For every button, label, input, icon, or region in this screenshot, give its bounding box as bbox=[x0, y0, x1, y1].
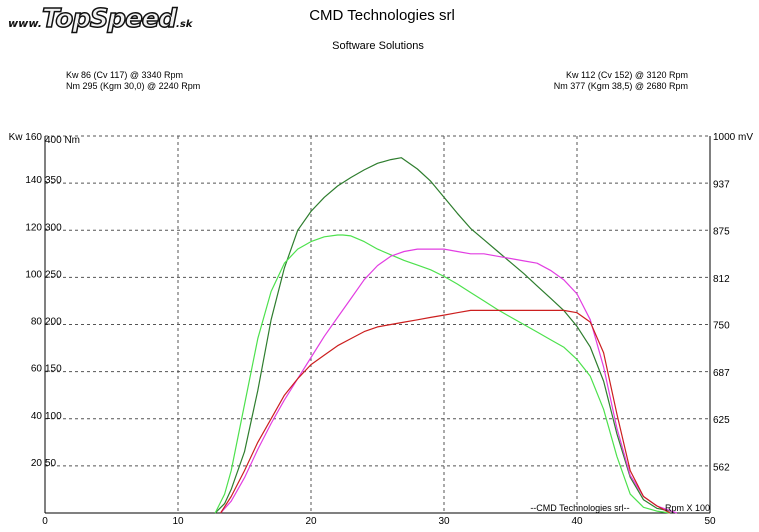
x-tick-label: 40 bbox=[571, 516, 583, 527]
series-line-4 bbox=[220, 309, 671, 514]
mv-tick-label: 625 bbox=[713, 415, 730, 426]
mv-tick-label: 875 bbox=[713, 226, 730, 237]
nm-tick-label: 50 bbox=[45, 458, 57, 469]
kw-tick-label: 20 bbox=[31, 458, 43, 469]
nm-tick-label: 400 Nm bbox=[45, 135, 80, 146]
kw-tick-label: Kw 160 bbox=[9, 132, 43, 143]
nm-tick-label: 300 bbox=[45, 222, 62, 233]
series-line-1 bbox=[214, 157, 677, 514]
mv-tick-label: 687 bbox=[713, 368, 730, 379]
kw-tick-label: 120 bbox=[25, 222, 42, 233]
chart-axes bbox=[44, 135, 711, 514]
x-axis-label: Rpm X 100 bbox=[665, 503, 710, 513]
stats-right-power: Kw 112 (Cv 152) @ 3120 Rpm bbox=[566, 70, 688, 80]
kw-tick-label: 60 bbox=[31, 364, 43, 375]
nm-tick-label: 100 bbox=[45, 411, 62, 422]
x-tick-label: 30 bbox=[438, 516, 450, 527]
topspeed-logo: www.TopSpeed.sk bbox=[8, 3, 193, 35]
nm-tick-label: 150 bbox=[45, 364, 62, 375]
chart-title: CMD Technologies srl bbox=[309, 7, 455, 24]
logo-name: TopSpeed bbox=[41, 3, 178, 35]
mv-tick-label: 562 bbox=[713, 462, 730, 473]
logo-prefix: www. bbox=[8, 17, 42, 30]
nm-tick-label: 250 bbox=[45, 269, 62, 280]
x-tick-label: 0 bbox=[42, 516, 48, 527]
mv-tick-label: 750 bbox=[713, 321, 730, 332]
x-tick-label: 50 bbox=[704, 516, 716, 527]
series-line-2 bbox=[214, 234, 671, 514]
stats-left-power: Kw 86 (Cv 117) @ 3340 Rpm bbox=[66, 70, 183, 80]
mv-tick-label: 812 bbox=[713, 274, 730, 285]
watermark-label: --CMD Technologies srl-- bbox=[530, 503, 629, 513]
mv-tick-label: 937 bbox=[713, 180, 730, 191]
nm-tick-label: 350 bbox=[45, 175, 62, 186]
x-tick-label: 10 bbox=[172, 516, 184, 527]
mv-tick-label: 1000 mV bbox=[713, 132, 753, 143]
x-tick-label: 20 bbox=[305, 516, 317, 527]
chart-series bbox=[214, 157, 678, 514]
kw-tick-label: 140 bbox=[25, 175, 42, 186]
logo-suffix: .sk bbox=[176, 19, 193, 30]
kw-tick-label: 40 bbox=[31, 411, 43, 422]
kw-tick-label: 80 bbox=[31, 317, 43, 328]
series-line-3 bbox=[220, 248, 678, 514]
nm-tick-label: 200 bbox=[45, 317, 62, 328]
stats-left-torque: Nm 295 (Kgm 30,0) @ 2240 Rpm bbox=[66, 81, 200, 91]
chart-grid bbox=[45, 136, 710, 513]
stats-right-torque: Nm 377 (Kgm 38,5) @ 2680 Rpm bbox=[554, 81, 688, 91]
chart-subtitle: Software Solutions bbox=[332, 40, 424, 52]
kw-tick-label: 100 bbox=[25, 269, 42, 280]
